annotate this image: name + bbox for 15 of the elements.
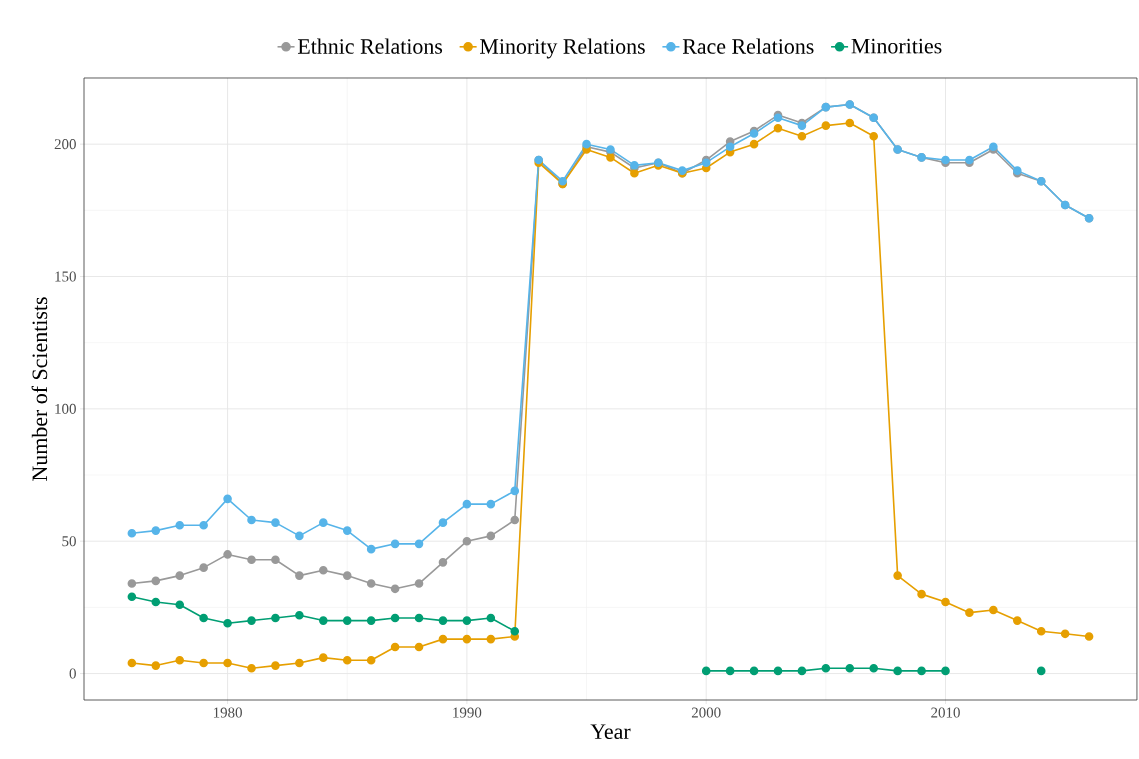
legend-label: Minorities <box>851 38 942 54</box>
legend-label: Race Relations <box>682 38 814 54</box>
y-axis-title: Number of Scientists <box>31 297 48 481</box>
x-axis-title: Year <box>590 724 631 740</box>
x-tick-label: 1990 <box>453 707 482 718</box>
x-tick-label: 2000 <box>691 707 721 718</box>
x-tick-label: 2010 <box>931 707 960 718</box>
y-tick-label: 100 <box>55 403 76 414</box>
legend-label: Minority Relations <box>480 38 645 59</box>
y-tick-label: 50 <box>62 536 76 547</box>
y-tick-label: 0 <box>69 668 76 679</box>
x-tick-label: 1980 <box>213 707 242 718</box>
y-tick-label: 200 <box>54 139 76 150</box>
y-tick-label: 150 <box>55 271 76 282</box>
legend-label: Ethnic Relations <box>297 38 443 54</box>
